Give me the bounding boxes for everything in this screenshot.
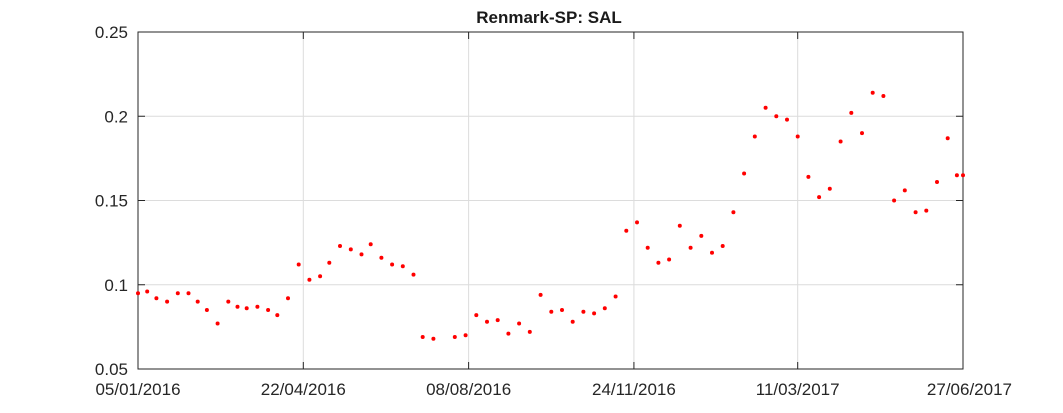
data-point xyxy=(506,331,511,336)
data-point xyxy=(495,318,500,323)
data-point xyxy=(318,274,323,279)
data-point xyxy=(431,336,436,341)
data-point xyxy=(592,311,597,316)
data-point xyxy=(849,110,854,115)
data-point xyxy=(549,309,554,314)
data-point xyxy=(677,223,682,228)
data-point xyxy=(613,294,618,299)
y-tick-label: 0.05 xyxy=(95,360,128,379)
data-point xyxy=(485,319,489,324)
data-point xyxy=(379,255,384,260)
data-point xyxy=(275,313,280,318)
data-point xyxy=(255,304,260,309)
chart-title: Renmark-SP: SAL xyxy=(476,8,621,27)
data-point xyxy=(411,272,416,277)
data-point xyxy=(338,244,342,248)
data-point xyxy=(961,173,965,178)
x-tick-label: 24/11/2016 xyxy=(592,380,676,399)
data-point xyxy=(688,245,693,250)
data-point xyxy=(474,313,479,318)
data-point xyxy=(517,321,522,326)
data-point xyxy=(635,220,639,225)
data-point xyxy=(774,114,779,119)
x-axis-tick-labels: 05/01/2016 22/04/2016 08/08/2016 24/11/2016… xyxy=(95,380,1012,399)
data-point xyxy=(731,210,736,215)
data-point xyxy=(327,260,332,265)
data-point xyxy=(763,105,768,110)
data-point xyxy=(806,174,811,179)
data-point xyxy=(348,247,353,252)
y-tick-label: 0.15 xyxy=(95,192,128,211)
data-point xyxy=(710,250,714,255)
data-point xyxy=(817,195,822,200)
data-point xyxy=(656,260,661,265)
x-tick-label: 08/08/2016 xyxy=(426,380,511,399)
data-point xyxy=(186,291,191,296)
data-point xyxy=(881,94,886,98)
data-point xyxy=(581,309,586,314)
x-tick-label: 27/06/2017 xyxy=(927,380,1012,399)
data-point xyxy=(215,321,220,326)
data-point xyxy=(560,308,564,312)
data-point xyxy=(935,180,939,184)
y-tick-label: 0.1 xyxy=(104,276,128,295)
x-tick-label: 05/01/2016 xyxy=(95,380,180,399)
data-point xyxy=(902,188,907,193)
data-point xyxy=(463,333,468,338)
data-point xyxy=(145,289,150,294)
data-point xyxy=(195,299,200,304)
y-axis-tick-labels: 0.05 0.1 0.15 0.2 0.25 xyxy=(95,23,128,379)
data-point xyxy=(570,319,575,324)
data-point xyxy=(892,198,897,203)
y-tick-label: 0.2 xyxy=(104,107,128,126)
data-point xyxy=(244,306,249,311)
data-point xyxy=(452,335,457,339)
data-point xyxy=(667,257,672,262)
data-point xyxy=(645,245,650,250)
data-point xyxy=(235,304,240,309)
x-tick-label: 22/04/2016 xyxy=(261,380,346,399)
data-point xyxy=(226,299,231,304)
data-point xyxy=(390,262,395,267)
data-point xyxy=(154,296,159,301)
data-point xyxy=(420,335,425,339)
data-point xyxy=(827,186,832,191)
axis-ticks xyxy=(137,31,964,370)
data-point xyxy=(954,173,959,178)
data-point xyxy=(359,252,364,257)
grid-lines xyxy=(138,32,963,369)
data-point xyxy=(602,306,607,311)
data-point xyxy=(286,296,290,301)
data-point xyxy=(400,264,405,269)
data-point xyxy=(175,291,180,296)
data-point xyxy=(368,242,373,247)
data-points xyxy=(136,90,965,341)
data-point xyxy=(795,134,800,139)
data-point xyxy=(204,308,209,312)
data-point xyxy=(527,329,532,334)
data-point xyxy=(136,291,140,296)
data-point xyxy=(945,136,950,141)
data-point xyxy=(752,134,757,139)
data-point xyxy=(266,308,271,312)
x-tick-label: 11/03/2017 xyxy=(756,380,840,399)
data-point xyxy=(699,233,704,238)
data-point xyxy=(624,228,629,233)
data-point xyxy=(165,299,170,304)
y-tick-label: 0.25 xyxy=(95,23,128,42)
data-point xyxy=(924,208,929,213)
data-point xyxy=(838,139,843,144)
data-point xyxy=(307,277,312,282)
data-point xyxy=(538,292,543,297)
data-point xyxy=(913,210,918,215)
data-point xyxy=(860,131,864,136)
data-point xyxy=(720,244,725,248)
data-point xyxy=(296,262,301,267)
data-point xyxy=(785,117,789,122)
data-point xyxy=(870,90,875,95)
data-point xyxy=(742,171,747,176)
